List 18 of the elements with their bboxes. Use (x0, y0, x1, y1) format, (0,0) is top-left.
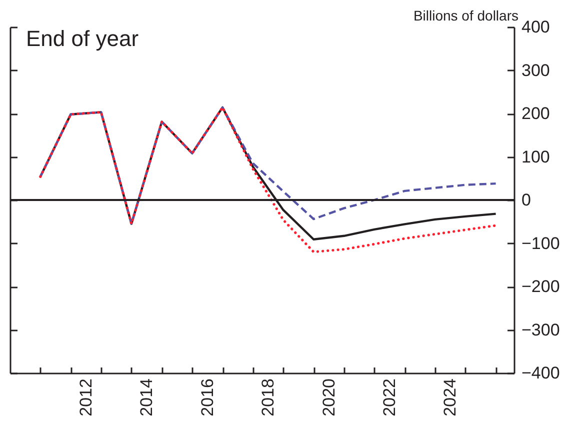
chart-title: End of year (26, 26, 139, 51)
y-tick-label: 0 (522, 190, 531, 210)
y-tick-label: −200 (522, 277, 560, 296)
x-tick-label: 2012 (76, 378, 96, 416)
y-tick-label: −400 (522, 364, 560, 382)
x-tick-label: 2014 (137, 378, 156, 416)
y-tick-label: 400 (522, 18, 550, 36)
y-axis-title: Billions of dollars (413, 8, 518, 24)
y-tick-label: 100 (522, 147, 550, 166)
y-tick-label: −100 (522, 234, 560, 253)
x-tick-label: 2022 (380, 378, 400, 416)
y-tick-label: −300 (522, 320, 560, 340)
y-tick-label: 200 (522, 104, 550, 123)
x-tick-label: 2024 (440, 378, 460, 416)
x-tick-label: 2018 (258, 378, 278, 416)
y-tick-label: 300 (522, 60, 550, 80)
x-tick-label: 2016 (198, 378, 217, 416)
x-tick-label: 2020 (319, 378, 338, 416)
